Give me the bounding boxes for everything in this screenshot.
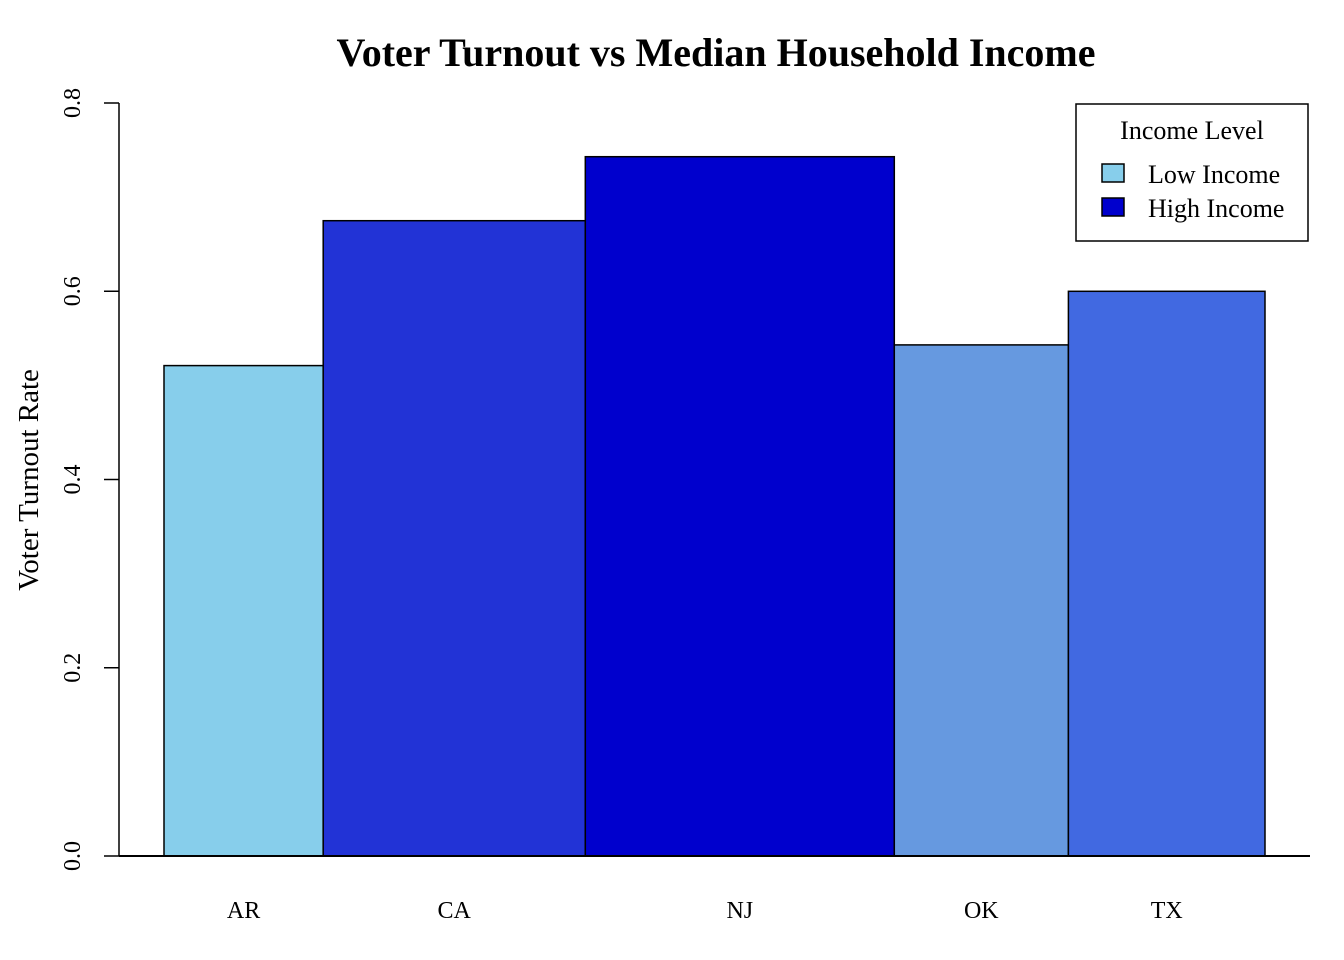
y-tick-label-0.2: 0.2	[60, 653, 86, 683]
legend-swatch-high-income	[1101, 197, 1125, 217]
legend-swatch-low-income	[1101, 163, 1125, 183]
x-tick-label-nj: NJ	[726, 898, 753, 924]
y-tick-label-0.4: 0.4	[60, 465, 86, 495]
axes: AR CA NJ OK TX 0.0 0.2 0.4 0.6 0.8	[60, 88, 1310, 924]
bar-tx	[1067, 290, 1266, 857]
y-axis-label: Voter Turnout Rate	[13, 369, 45, 591]
y-tick-label-0.0: 0.0	[60, 841, 86, 871]
chart-title: Voter Turnout vs Median Household Income	[336, 30, 1095, 75]
x-tick-label-ca: CA	[438, 898, 472, 924]
legend-label-low-income: Low Income	[1148, 160, 1280, 189]
bar-ar	[163, 364, 324, 857]
y-tick-label-0.6: 0.6	[60, 276, 86, 306]
x-tick-label-ok: OK	[964, 898, 999, 924]
legend-label-high-income: High Income	[1148, 194, 1284, 223]
x-tick-label-tx: TX	[1151, 898, 1183, 924]
y-tick-label-0.8: 0.8	[60, 88, 86, 118]
x-tick-label-ar: AR	[227, 898, 260, 924]
bar-ok	[893, 344, 1070, 857]
bar-nj	[584, 155, 896, 857]
bars	[163, 155, 1266, 857]
legend: Income Level Low Income High Income	[1075, 103, 1309, 242]
legend-title: Income Level	[1120, 116, 1264, 145]
bar-ca	[322, 219, 587, 857]
